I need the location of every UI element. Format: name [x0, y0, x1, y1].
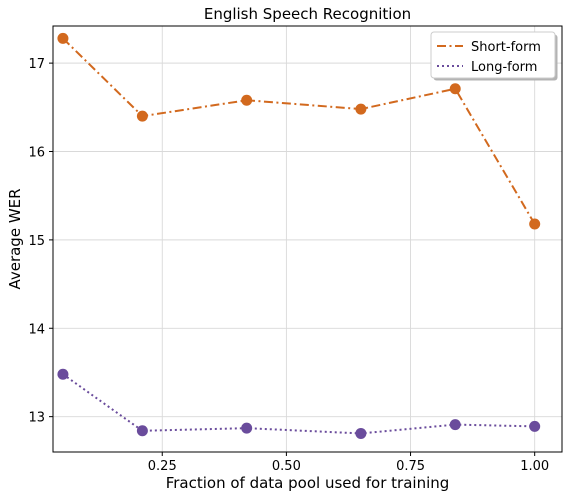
x-tick-label: 0.75 [396, 459, 425, 474]
x-axis-label: Fraction of data pool used for training [166, 474, 450, 492]
y-tick-label: 16 [28, 146, 45, 161]
legend-item: Short-form [437, 40, 541, 55]
series-long-form [57, 368, 541, 439]
plot-frame [52, 25, 563, 453]
x-tick-label: 1.00 [520, 459, 549, 474]
data-point [57, 32, 69, 44]
chart-title: English Speech Recognition [204, 5, 411, 23]
series-short-form [57, 32, 541, 230]
y-tick-label: 15 [28, 234, 45, 249]
series-line [62, 37, 536, 225]
x-tick-label: 0.50 [272, 459, 301, 474]
y-tick-label: 14 [28, 322, 45, 337]
legend-label: Short-form [471, 40, 541, 55]
ticks: 0.25 0.50 0.75 1.00 13 14 15 16 17 [28, 57, 549, 474]
data-point [241, 94, 253, 106]
data-point [136, 110, 148, 122]
data-point [57, 368, 69, 380]
data-point [529, 420, 541, 432]
data-point [449, 419, 461, 431]
legend-item: Long-form [437, 60, 537, 75]
y-tick-label: 13 [28, 411, 45, 426]
data-point [241, 422, 253, 434]
data-point [355, 427, 367, 439]
data-point [449, 83, 461, 95]
series [57, 32, 541, 439]
y-tick-label: 17 [28, 57, 45, 72]
legend-label: Long-form [471, 60, 537, 75]
data-point [136, 425, 148, 437]
grid [53, 26, 562, 452]
data-point [529, 218, 541, 230]
data-point [355, 103, 367, 115]
series-line [62, 373, 535, 435]
x-tick-label: 0.25 [148, 459, 177, 474]
y-axis-label: Average WER [6, 188, 24, 289]
legend: Short-form Long-form [430, 31, 558, 81]
